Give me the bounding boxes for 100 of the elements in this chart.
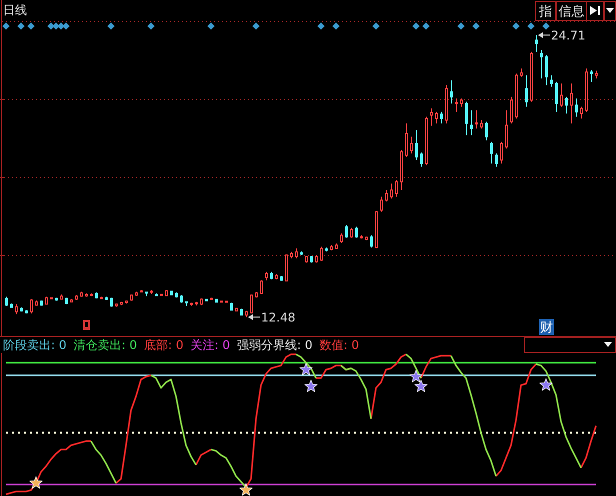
candlestick (500, 141, 503, 164)
candlestick (170, 290, 173, 296)
candlestick (460, 98, 463, 108)
candlestick (150, 290, 153, 295)
candlestick (60, 294, 63, 300)
candlestick (480, 120, 483, 129)
candlestick (55, 297, 58, 302)
candlestick (275, 273, 278, 280)
point (414, 380, 428, 392)
candlestick (515, 73, 518, 120)
candlestick (245, 310, 248, 318)
candlestick (5, 296, 8, 307)
candlestick (120, 301, 123, 306)
candlestick (565, 96, 568, 114)
candlestick (105, 296, 108, 301)
candlestick (130, 294, 133, 302)
candlestick (560, 82, 563, 108)
text: 关注: 0 (190, 338, 230, 352)
candlestick (345, 224, 348, 238)
candlestick (525, 74, 528, 108)
candlestick (175, 292, 178, 298)
candlestick (435, 111, 438, 124)
candlestick (415, 130, 418, 161)
candlestick (320, 246, 323, 262)
candlestick (450, 80, 453, 104)
candlestick (330, 244, 333, 251)
candlestick (390, 183, 393, 200)
candlestick (165, 290, 168, 297)
candlestick (50, 296, 53, 300)
candlestick (215, 298, 218, 304)
candlestick (220, 300, 223, 304)
point (30, 476, 42, 489)
candlestick (550, 74, 553, 88)
candlestick (510, 96, 513, 124)
candlestick (235, 307, 238, 312)
candlestick (445, 84, 448, 124)
candlestick (140, 290, 143, 293)
candlestick (210, 297, 213, 300)
annotation: 24.71 (551, 28, 586, 43)
candlestick (270, 271, 273, 280)
candlestick (70, 298, 73, 303)
candlestick (305, 255, 308, 264)
candlestick (20, 306, 23, 312)
candlestick (545, 54, 548, 86)
candlestick (410, 136, 413, 154)
candlestick (470, 110, 473, 136)
candlestick (190, 302, 193, 306)
candlestick (100, 296, 103, 300)
candlestick (30, 298, 33, 314)
candlestick (95, 292, 98, 299)
text: 数值: 0 (320, 338, 359, 352)
candlestick (475, 110, 478, 129)
text: 清仓卖出: 0 (74, 338, 137, 352)
candlestick (125, 300, 128, 304)
candlestick (295, 248, 298, 259)
candlestick (300, 250, 303, 256)
candlestick (40, 300, 43, 306)
candlestick (230, 302, 233, 312)
candlestick (505, 110, 508, 150)
candlestick (280, 276, 283, 282)
text: 底部: 0 (144, 338, 184, 352)
candlestick (520, 68, 523, 78)
candlestick (570, 82, 573, 124)
candlestick (365, 236, 368, 241)
candlestick (135, 291, 138, 296)
point (410, 370, 422, 382)
candlestick (335, 243, 338, 250)
candlestick (315, 254, 318, 264)
text: 强弱分界线: 0 (237, 338, 312, 352)
chart-title: 日线 (3, 3, 27, 17)
candlestick (200, 298, 203, 306)
candlestick (15, 304, 18, 315)
candlestick (495, 152, 498, 168)
candlestick (45, 296, 48, 306)
candlestick (325, 246, 328, 252)
candlestick (370, 234, 373, 248)
candlestick (90, 292, 93, 297)
candlestick (195, 301, 198, 306)
candlestick (405, 122, 408, 158)
candlestick (595, 70, 598, 79)
candlestick (255, 291, 258, 298)
candlestick (355, 226, 358, 238)
candlestick (260, 280, 263, 295)
annotation: 12.48 (261, 310, 296, 325)
candlestick (110, 297, 113, 308)
candlestick (10, 302, 13, 308)
candlestick (420, 152, 423, 168)
candlestick (385, 190, 388, 202)
candlestick (185, 301, 188, 307)
candlestick (375, 210, 378, 249)
point (300, 362, 312, 376)
candlestick (115, 302, 118, 308)
candlestick (360, 234, 363, 239)
candlestick (340, 232, 343, 244)
candlestick (75, 294, 78, 301)
candlestick (585, 68, 588, 112)
candlestick (395, 180, 398, 198)
candlestick (240, 308, 243, 316)
candlestick (155, 292, 158, 296)
candlestick (540, 50, 543, 79)
